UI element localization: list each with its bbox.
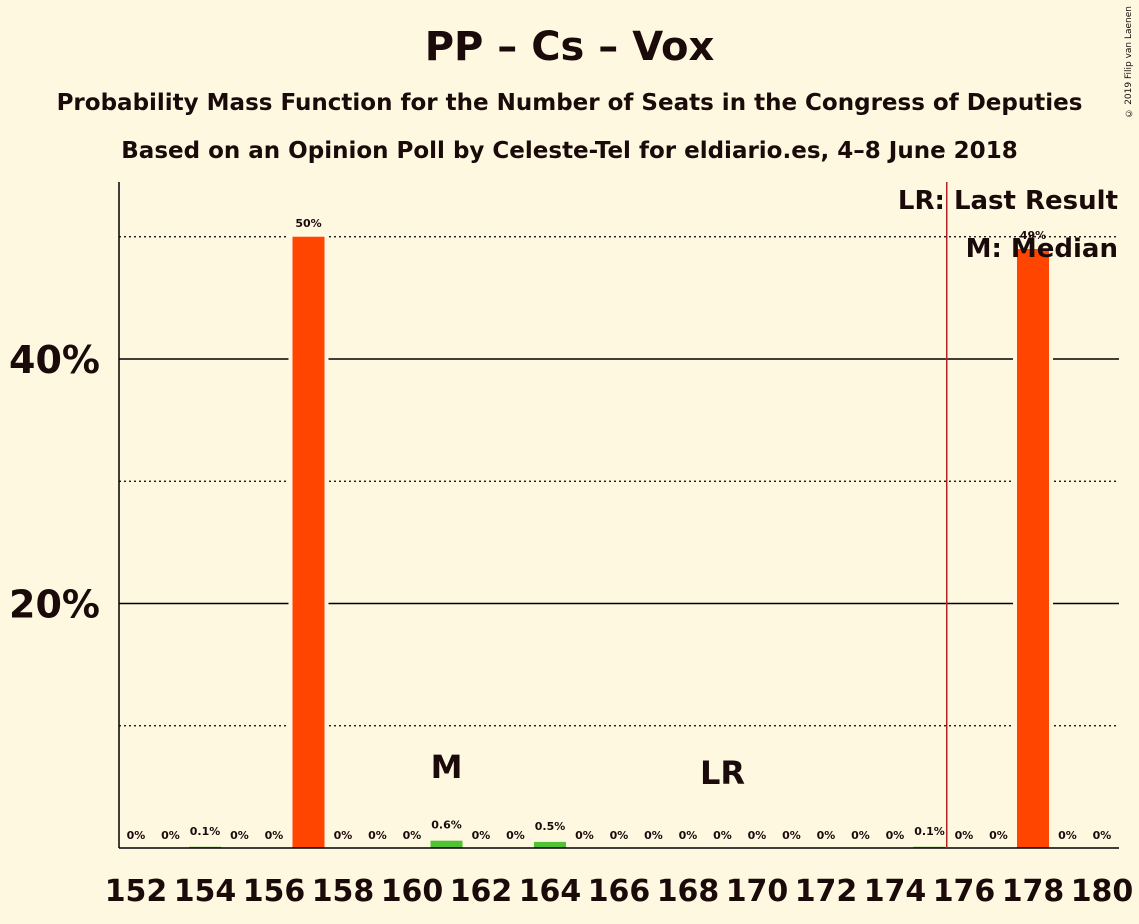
value-label: 0% xyxy=(679,829,698,842)
value-label: 0% xyxy=(368,829,387,842)
value-label: 0% xyxy=(575,829,594,842)
value-label: 49% xyxy=(1020,229,1046,242)
value-label: 0% xyxy=(230,829,249,842)
value-label: 0.1% xyxy=(190,825,221,838)
x-tick-label: 154 xyxy=(174,874,237,909)
bar xyxy=(534,841,566,848)
value-label: 0% xyxy=(886,829,905,842)
value-label: 0% xyxy=(782,829,801,842)
x-tick-label: 160 xyxy=(381,874,444,909)
value-label: 0% xyxy=(1058,829,1077,842)
x-tick-label: 164 xyxy=(519,874,582,909)
y-tick-label: 20% xyxy=(9,583,100,627)
value-label: 0% xyxy=(334,829,353,842)
legend-entry: M: Median xyxy=(966,234,1118,264)
y-tick-label: 40% xyxy=(9,338,100,382)
last-result-marker: LR xyxy=(700,754,745,792)
chart-subtitle: Probability Mass Function for the Number… xyxy=(56,90,1083,116)
x-tick-label: 152 xyxy=(105,874,168,909)
value-label: 0% xyxy=(403,829,422,842)
bar xyxy=(1017,248,1049,849)
value-label: 0% xyxy=(472,829,491,842)
bar xyxy=(430,840,463,848)
value-label: 0% xyxy=(955,829,974,842)
x-tick-label: 174 xyxy=(864,874,927,909)
median-marker: M xyxy=(431,748,463,786)
x-tick-label: 180 xyxy=(1071,874,1134,909)
value-label: 0% xyxy=(265,829,284,842)
value-label: 0% xyxy=(610,829,629,842)
value-label: 0.5% xyxy=(535,820,566,833)
x-tick-label: 156 xyxy=(243,874,306,909)
value-label: 50% xyxy=(295,217,321,230)
x-tick-label: 162 xyxy=(450,874,513,909)
value-label: 0% xyxy=(127,829,146,842)
x-tick-label: 172 xyxy=(795,874,858,909)
value-label: 0.1% xyxy=(914,825,945,838)
value-label: 0% xyxy=(851,829,870,842)
value-label: 0% xyxy=(1093,829,1112,842)
value-label: 0.6% xyxy=(431,819,462,832)
value-label: 0% xyxy=(748,829,767,842)
x-tick-label: 178 xyxy=(1002,874,1065,909)
x-tick-label: 176 xyxy=(933,874,996,909)
value-label: 0% xyxy=(644,829,663,842)
value-label: 0% xyxy=(713,829,732,842)
bar xyxy=(292,236,325,848)
chart-title: PP – Cs – Vox xyxy=(424,24,715,70)
x-tick-label: 166 xyxy=(588,874,651,909)
value-label: 0% xyxy=(817,829,836,842)
x-tick-label: 168 xyxy=(657,874,720,909)
value-label: 0% xyxy=(506,829,525,842)
legend-entry: LR: Last Result xyxy=(898,186,1118,216)
x-tick-label: 158 xyxy=(312,874,375,909)
chart-source: Based on an Opinion Poll by Celeste-Tel … xyxy=(121,138,1018,164)
value-label: 0% xyxy=(161,829,180,842)
value-label: 0% xyxy=(989,829,1008,842)
x-tick-label: 170 xyxy=(726,874,789,909)
